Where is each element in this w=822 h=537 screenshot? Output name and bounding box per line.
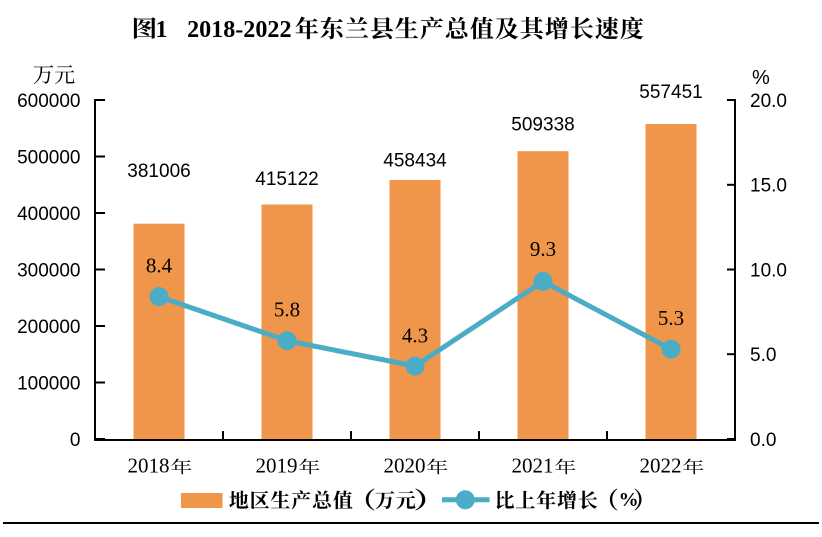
svg-text:400000: 400000 xyxy=(17,204,80,225)
svg-text:0: 0 xyxy=(70,430,81,451)
svg-text:5.0: 5.0 xyxy=(750,345,776,366)
svg-text:2018: 2018 xyxy=(128,454,170,478)
svg-text:557451: 557451 xyxy=(639,82,702,103)
svg-text:600000: 600000 xyxy=(17,91,80,112)
svg-text:2019: 2019 xyxy=(256,454,298,478)
svg-text:4.3: 4.3 xyxy=(402,324,428,348)
svg-text:2020: 2020 xyxy=(384,454,426,478)
svg-text:%: % xyxy=(752,67,770,89)
svg-text:415122: 415122 xyxy=(255,169,318,190)
svg-text:509338: 509338 xyxy=(511,115,574,136)
svg-text:10.0: 10.0 xyxy=(750,260,787,281)
svg-text:2021: 2021 xyxy=(512,454,554,478)
svg-text:1: 1 xyxy=(156,17,168,43)
svg-text:8.4: 8.4 xyxy=(146,253,173,277)
svg-text:9.3: 9.3 xyxy=(530,237,556,261)
svg-text:15.0: 15.0 xyxy=(750,176,787,197)
svg-text:500000: 500000 xyxy=(17,147,80,168)
svg-text:2018-2022: 2018-2022 xyxy=(187,17,291,43)
svg-text:100000: 100000 xyxy=(17,373,80,394)
svg-text:5.3: 5.3 xyxy=(658,306,684,330)
svg-text:0.0: 0.0 xyxy=(750,430,776,451)
svg-text:20.0: 20.0 xyxy=(750,91,787,112)
svg-text:5.8: 5.8 xyxy=(274,297,300,321)
svg-text:381006: 381006 xyxy=(127,161,190,182)
svg-text:%: % xyxy=(619,489,639,511)
svg-text:200000: 200000 xyxy=(17,317,80,338)
svg-text:2022: 2022 xyxy=(640,454,682,478)
svg-text:300000: 300000 xyxy=(17,260,80,281)
svg-text:458434: 458434 xyxy=(383,151,447,172)
